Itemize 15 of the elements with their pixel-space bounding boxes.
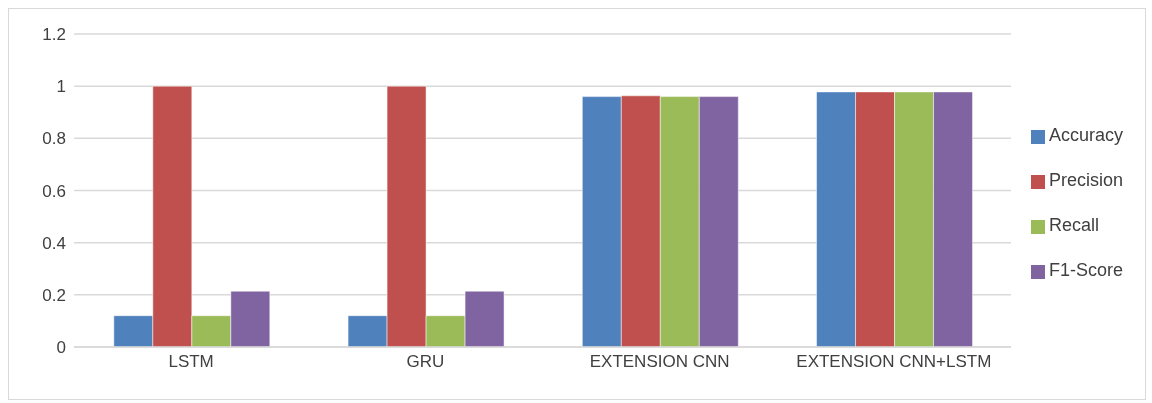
y-tick-label: 0.4 — [42, 233, 66, 253]
x-tick-label: EXTENSION CNN+LSTM — [796, 352, 992, 372]
y-tick-label: 0.6 — [42, 181, 66, 201]
x-tick-label: EXTENSION CNN — [589, 352, 730, 372]
legend-label: Recall — [1048, 215, 1099, 235]
legend-label: F1-Score — [1048, 260, 1123, 280]
y-tick-label: 1.2 — [42, 25, 66, 45]
y-tick-label: 0.8 — [42, 129, 66, 149]
y-tick-label: 0.2 — [42, 285, 66, 305]
y-tick-label: 0 — [56, 338, 66, 358]
x-tick-label: GRU — [406, 352, 445, 372]
legend-label: Accuracy — [1048, 125, 1123, 145]
x-tick-label: LSTM — [168, 352, 214, 372]
legend-label: Precision — [1048, 170, 1123, 190]
y-tick-label: 1 — [56, 77, 66, 97]
